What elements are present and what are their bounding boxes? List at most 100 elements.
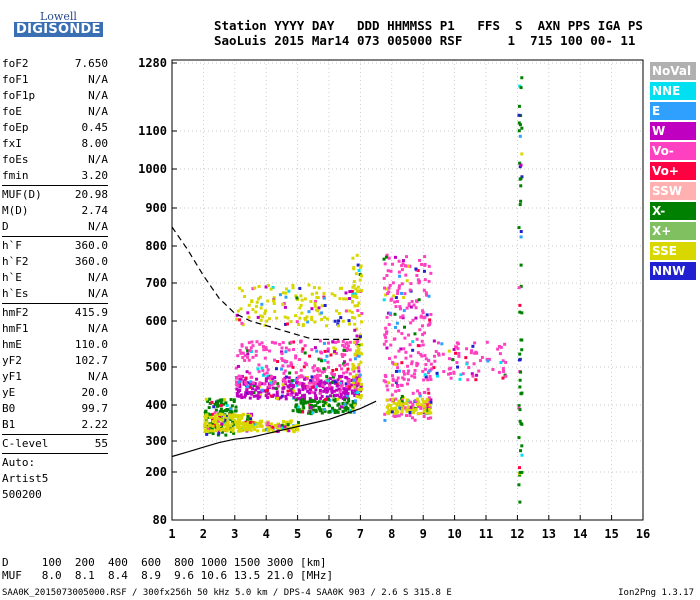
echo-point bbox=[395, 299, 399, 303]
echo-point bbox=[215, 422, 219, 426]
echo-point bbox=[333, 399, 337, 403]
echo-point bbox=[216, 416, 220, 420]
echo-point bbox=[331, 340, 335, 344]
echo-point bbox=[235, 317, 239, 321]
echo-point bbox=[239, 307, 243, 311]
echo-point bbox=[354, 272, 358, 276]
echo-point bbox=[351, 407, 355, 411]
echo-point bbox=[287, 379, 291, 383]
param-row: h`E N/A bbox=[2, 270, 108, 286]
echo-point bbox=[294, 294, 298, 298]
echo-point bbox=[411, 402, 415, 406]
echo-point bbox=[250, 422, 254, 426]
echo-point bbox=[390, 374, 394, 378]
echo-point bbox=[335, 384, 339, 388]
echo-point bbox=[237, 374, 241, 378]
echo-point bbox=[423, 404, 427, 408]
echo-point bbox=[408, 414, 412, 418]
echo-point bbox=[394, 305, 398, 309]
echo-point bbox=[286, 389, 290, 393]
echo-point bbox=[504, 360, 508, 364]
echo-point bbox=[437, 353, 441, 357]
echo-point bbox=[410, 362, 414, 366]
echo-point bbox=[269, 381, 273, 385]
echo-point bbox=[313, 399, 317, 403]
echo-point bbox=[252, 391, 256, 395]
echo-point bbox=[281, 390, 285, 394]
echo-point bbox=[429, 400, 433, 404]
echo-point bbox=[276, 382, 280, 386]
echo-point bbox=[218, 412, 222, 416]
echo-point bbox=[310, 390, 314, 394]
echo-point bbox=[417, 298, 421, 302]
echo-point bbox=[318, 388, 322, 392]
echo-point bbox=[475, 373, 479, 377]
echo-point bbox=[393, 414, 397, 418]
echo-point bbox=[322, 341, 326, 345]
echo-point bbox=[461, 372, 465, 376]
echo-point bbox=[389, 343, 393, 347]
echo-point bbox=[424, 357, 428, 361]
echo-point bbox=[416, 412, 420, 416]
echo-point bbox=[256, 396, 260, 400]
echo-point bbox=[231, 429, 235, 433]
echo-point bbox=[239, 351, 243, 355]
echo-point bbox=[402, 402, 406, 406]
legend-item: Vo+ bbox=[650, 162, 696, 180]
echo-point bbox=[332, 389, 336, 393]
echo-point bbox=[517, 406, 521, 410]
echo-point bbox=[305, 400, 309, 404]
echo-point bbox=[402, 372, 406, 376]
echo-point bbox=[402, 296, 406, 300]
echo-point bbox=[411, 391, 415, 395]
x-tick-label: 16 bbox=[636, 527, 650, 541]
echo-point bbox=[404, 350, 408, 354]
echo-point bbox=[318, 373, 322, 377]
echo-point bbox=[255, 385, 259, 389]
param-separator bbox=[2, 453, 108, 454]
echo-point bbox=[282, 420, 286, 424]
echo-point bbox=[227, 408, 231, 412]
echo-point bbox=[330, 372, 334, 376]
echo-point bbox=[210, 400, 214, 404]
echo-point bbox=[409, 405, 413, 409]
echo-point bbox=[517, 404, 521, 408]
echo-point bbox=[338, 364, 342, 368]
echo-point bbox=[284, 291, 288, 295]
echo-point bbox=[236, 380, 240, 384]
echo-point bbox=[224, 416, 228, 420]
legend-item: NNE bbox=[650, 82, 696, 100]
echo-point bbox=[266, 429, 270, 433]
param-row: hmF2 415.9 bbox=[2, 305, 108, 321]
echo-point bbox=[282, 301, 286, 305]
echo-point bbox=[395, 321, 399, 325]
echo-point bbox=[247, 358, 251, 362]
echo-point bbox=[299, 294, 303, 298]
echo-point bbox=[352, 378, 356, 382]
echo-point bbox=[518, 419, 522, 423]
echo-point bbox=[271, 425, 275, 429]
echo-point bbox=[405, 398, 409, 402]
echo-point bbox=[351, 362, 355, 366]
echo-point bbox=[291, 283, 295, 287]
echo-point bbox=[240, 422, 244, 426]
echo-point bbox=[425, 411, 429, 415]
echo-point bbox=[296, 405, 300, 409]
echo-point bbox=[266, 396, 270, 400]
echo-point bbox=[402, 347, 406, 351]
echo-point bbox=[248, 420, 252, 424]
echo-point bbox=[244, 420, 248, 424]
echo-point bbox=[246, 349, 250, 353]
echo-point bbox=[249, 382, 253, 386]
echo-point bbox=[384, 380, 388, 384]
echo-point bbox=[244, 380, 248, 384]
echo-point bbox=[333, 293, 337, 297]
echo-point bbox=[499, 345, 503, 349]
echo-point bbox=[248, 396, 252, 400]
echo-point bbox=[387, 412, 391, 416]
echo-point bbox=[325, 324, 329, 328]
legend-item: Vo- bbox=[650, 142, 696, 160]
echo-point bbox=[423, 278, 427, 282]
echo-point bbox=[219, 404, 223, 408]
echo-point bbox=[299, 401, 303, 405]
